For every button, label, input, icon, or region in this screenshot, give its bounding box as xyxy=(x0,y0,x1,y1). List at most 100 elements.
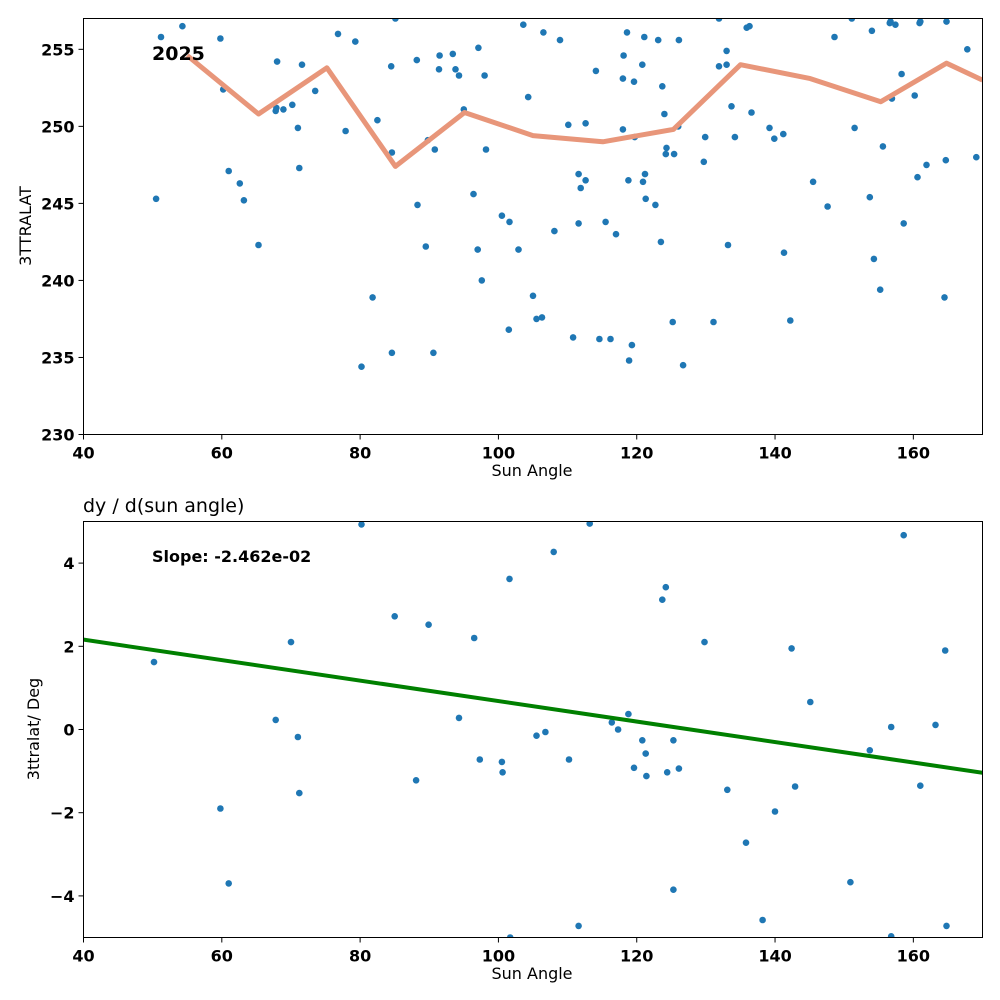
top-chart-point-8 xyxy=(255,241,262,249)
bottom-chart-point-40 xyxy=(759,916,766,924)
bottom-chart-axes-frame xyxy=(83,521,983,938)
top-chart-point-90 xyxy=(663,144,670,152)
bottom-chart-x-tick-label-4: 120 xyxy=(620,947,653,966)
top-chart-point-45 xyxy=(482,146,490,153)
bottom-chart-title: dy / d(sun angle) xyxy=(83,495,244,517)
bottom-chart-point-15 xyxy=(499,769,506,776)
bottom-chart-point-36 xyxy=(675,765,683,772)
bottom-chart-point-14 xyxy=(498,758,506,766)
top-chart-point-33 xyxy=(431,146,439,153)
bottom-chart-x-tick-label-3: 100 xyxy=(482,947,515,966)
bottom-chart-x-tick-label-0: 40 xyxy=(72,947,94,966)
top-chart-x-tick-label-4: 120 xyxy=(620,444,653,463)
bottom-chart-point-50 xyxy=(917,782,924,789)
top-chart-point-131 xyxy=(914,173,921,181)
top-chart-point-99 xyxy=(715,18,723,22)
top-chart-point-72 xyxy=(620,52,627,59)
bottom-chart-point-30 xyxy=(643,772,650,780)
top-chart-point-62 xyxy=(577,184,584,192)
top-chart-point-122 xyxy=(876,286,884,294)
bottom-chart-point-3 xyxy=(272,716,280,724)
top-chart-y-tick-label-3: 245 xyxy=(41,194,74,213)
top-chart-point-121 xyxy=(870,255,878,263)
top-chart-axes-frame xyxy=(83,18,983,435)
top-chart-point-130 xyxy=(911,92,918,99)
top-chart-point-14 xyxy=(294,124,302,132)
top-chart-point-108 xyxy=(748,109,755,116)
top-chart-point-135 xyxy=(941,294,948,301)
bottom-chart-point-7 xyxy=(358,521,365,528)
top-chart-point-52 xyxy=(529,292,537,300)
bottom-chart-point-48 xyxy=(887,933,895,938)
top-chart-point-117 xyxy=(848,18,856,22)
top-chart-point-65 xyxy=(592,67,600,75)
top-chart-marks xyxy=(152,18,983,371)
top-chart-point-111 xyxy=(780,130,787,138)
top-chart-point-82 xyxy=(641,170,649,178)
bottom-chart-point-5 xyxy=(294,733,302,741)
top-chart-x-tick-label-5: 140 xyxy=(758,444,791,463)
top-chart-point-2 xyxy=(179,22,186,30)
bottom-chart-x-tick-label-2: 80 xyxy=(349,947,371,966)
top-chart-point-96 xyxy=(700,158,708,166)
bottom-chart-point-32 xyxy=(662,583,670,591)
bottom-chart-point-34 xyxy=(670,886,677,893)
bottom-chart-y-tick-label-2: 0 xyxy=(63,721,74,740)
top-chart-point-13 xyxy=(289,101,296,109)
top-chart-y-tick-label-1: 235 xyxy=(41,348,74,367)
top-chart-point-89 xyxy=(662,150,670,158)
top-chart-x-tick-label-6: 160 xyxy=(897,444,930,463)
top-chart-point-16 xyxy=(298,61,306,68)
top-chart-point-12 xyxy=(280,106,287,113)
top-chart-point-49 xyxy=(515,246,522,253)
top-chart-point-113 xyxy=(787,317,794,324)
top-chart-year-annotation: 2025 xyxy=(152,43,205,65)
top-chart-point-69 xyxy=(612,230,620,238)
top-chart-point-86 xyxy=(657,238,665,246)
bottom-chart-point-9 xyxy=(412,777,420,784)
top-chart-point-15 xyxy=(296,164,303,172)
bottom-chart-point-39 xyxy=(742,839,750,846)
top-chart-point-100 xyxy=(715,63,723,70)
top-chart-point-88 xyxy=(661,110,668,118)
top-chart-point-55 xyxy=(540,29,547,36)
top-chart-panel: 40 60 80 100 120 140 160 230 235 240 245 250 255 Su… xyxy=(16,18,983,480)
bottom-chart-point-53 xyxy=(943,922,950,930)
top-chart-point-75 xyxy=(625,357,633,364)
top-chart-point-0 xyxy=(152,195,160,203)
top-chart-y-axis-label: 3TTRALAT xyxy=(16,186,35,266)
bottom-chart-point-25 xyxy=(614,726,622,733)
top-chart-point-127 xyxy=(892,21,899,29)
bottom-chart-point-37 xyxy=(701,638,708,646)
top-chart-point-34 xyxy=(435,66,443,73)
bottom-chart-point-0 xyxy=(150,658,158,666)
top-chart-point-68 xyxy=(607,335,614,343)
top-chart-y-ticks: 230 235 240 245 250 255 xyxy=(41,40,84,445)
top-chart-point-1 xyxy=(157,33,165,41)
top-chart-point-64 xyxy=(582,177,589,184)
top-chart-x-tick-label-1: 60 xyxy=(211,444,233,463)
top-chart-point-50 xyxy=(520,21,527,29)
top-chart-x-axis-label: Sun Angle xyxy=(491,461,572,480)
top-chart-point-28 xyxy=(413,56,421,64)
bottom-chart-point-21 xyxy=(565,756,573,763)
bottom-chart-point-46 xyxy=(866,747,874,754)
top-chart-trend-line xyxy=(185,53,983,169)
top-chart-point-91 xyxy=(669,318,676,326)
bottom-chart-y-axis-label: 3ttralat/ Deg xyxy=(24,678,43,780)
bottom-chart-point-42 xyxy=(788,645,795,652)
top-chart-point-128 xyxy=(898,70,905,78)
bottom-chart-point-8 xyxy=(391,613,399,620)
bottom-chart-point-22 xyxy=(575,922,582,930)
top-chart-point-103 xyxy=(724,241,732,249)
top-chart-point-112 xyxy=(780,249,788,256)
top-chart-point-101 xyxy=(723,61,730,68)
top-chart-point-5 xyxy=(225,167,232,175)
top-chart-point-60 xyxy=(575,170,582,178)
top-chart-point-83 xyxy=(642,195,649,203)
top-chart-point-107 xyxy=(746,22,753,30)
bottom-chart-point-2 xyxy=(225,880,232,887)
top-chart-point-40 xyxy=(470,190,477,198)
bottom-chart-point-33 xyxy=(663,769,671,776)
